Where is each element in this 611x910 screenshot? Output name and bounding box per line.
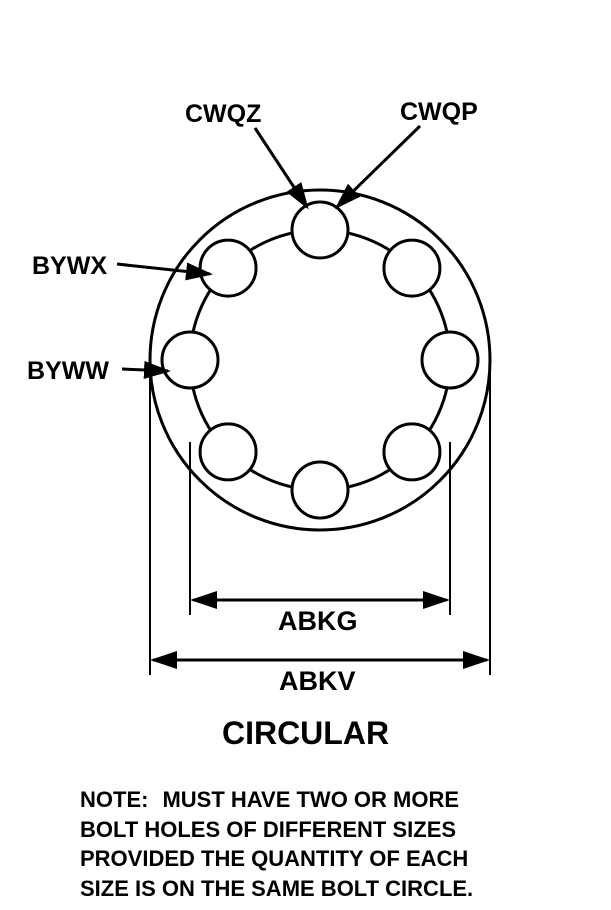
dimension-label-abkg: ABKG: [272, 606, 364, 637]
dimension-label-abkv: ABKV: [273, 666, 362, 697]
diagram-container: CWQZ CWQP BYWX BYWW ABKG ABKV CIRCULAR N…: [0, 0, 611, 910]
diagram-title: CIRCULAR: [0, 715, 611, 752]
label-byww: BYWW: [27, 357, 109, 386]
label-cwqp: CWQP: [400, 98, 478, 127]
flange-svg: [0, 0, 611, 910]
label-cwqz: CWQZ: [185, 100, 261, 129]
label-bywx: BYWX: [32, 252, 107, 281]
diagram-note: NOTE:MUST HAVE TWO OR MOREBOLT HOLES OF …: [80, 785, 591, 904]
